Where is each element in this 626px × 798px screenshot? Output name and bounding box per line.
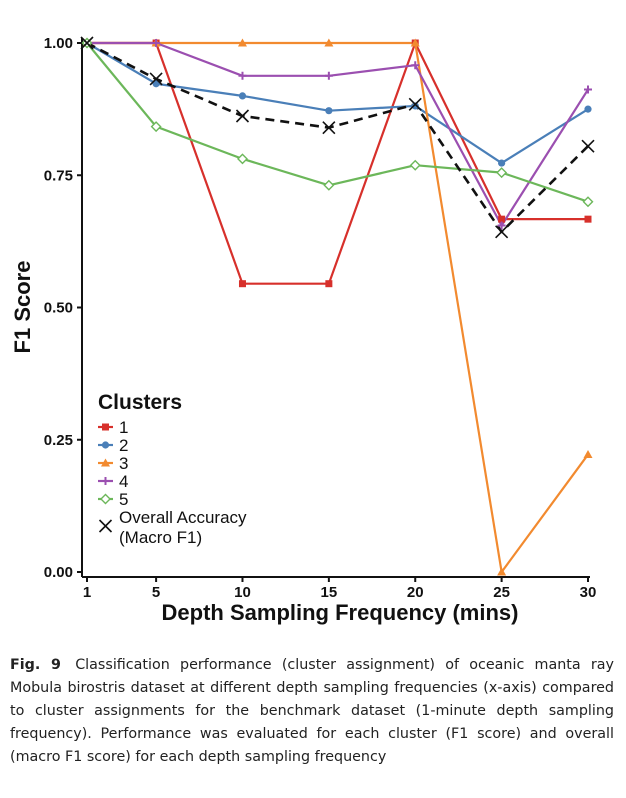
chart-series-lines: [86, 41, 589, 574]
data-point-5: [236, 153, 248, 165]
x-tick-label: 30: [580, 584, 597, 601]
legend-marker-3: [101, 458, 110, 467]
y-tick-label: 0.00: [44, 564, 73, 581]
legend-marker-5: [100, 493, 111, 505]
data-point-5: [323, 179, 335, 191]
data-point-4: [152, 39, 161, 47]
data-point-1: [238, 280, 246, 288]
legend-label-3: 3: [119, 454, 128, 473]
legend-title: Clusters: [98, 391, 182, 414]
legend-marker-overall-accuracy-macro-f1: [98, 519, 113, 533]
data-point-5: [496, 167, 508, 179]
legend-label-overall-accuracy-macro-f1: Overall Accuracy: [119, 508, 247, 527]
x-tick-label: 15: [321, 584, 338, 601]
x-tick-label: 5: [152, 584, 160, 601]
data-point-2: [584, 105, 592, 113]
data-point-2: [238, 92, 247, 100]
legend-label-1: 1: [119, 418, 128, 437]
legend-marker-1: [102, 423, 109, 431]
data-point-overall-accuracy-macro-f1: [80, 36, 94, 50]
legend-marker-2: [101, 441, 110, 449]
y-tick-label: 0.75: [44, 167, 73, 184]
data-point-3: [497, 567, 507, 576]
x-tick-label: 20: [407, 584, 424, 601]
legend-label-2: 2: [119, 436, 128, 455]
data-point-5: [409, 159, 421, 171]
data-point-2: [498, 159, 506, 167]
data-point-overall-accuracy-macro-f1: [495, 225, 509, 239]
legend-marker-4: [101, 477, 110, 485]
series-line-3: [87, 41, 589, 574]
data-point-3: [410, 38, 420, 47]
line-chart: 0.000.250.500.751.001 5 10 15 20 25 30 Cluster…: [10, 35, 597, 625]
data-point-4: [584, 85, 592, 94]
data-point-overall-accuracy-macro-f1: [581, 139, 595, 153]
y-axis-title: F1 Score: [10, 261, 35, 354]
series-line-4: [87, 41, 589, 227]
legend-label-4: 4: [119, 472, 128, 491]
legend-label-overall-accuracy-macro-f1: (Macro F1): [119, 528, 202, 547]
chart-axes: 0.000.250.500.751.001 5 10 15 20 25 30: [44, 35, 597, 601]
data-point-overall-accuracy-macro-f1: [322, 121, 336, 135]
y-tick-label: 1.00: [44, 35, 73, 52]
x-axis-title: Depth Sampling Frequency (mins): [162, 600, 519, 625]
legend-label-5: 5: [119, 490, 128, 509]
data-point-4: [324, 71, 333, 80]
data-point-4: [497, 221, 506, 230]
series-line-1: [87, 41, 588, 285]
x-tick-label: 10: [234, 584, 251, 601]
data-point-1: [584, 215, 592, 223]
data-point-1: [498, 215, 506, 223]
x-tick-label: 1: [83, 584, 91, 601]
data-point-4: [238, 71, 247, 80]
data-point-overall-accuracy-macro-f1: [235, 109, 250, 123]
data-point-2: [411, 102, 419, 110]
data-point-2: [325, 107, 333, 115]
data-point-5: [582, 196, 594, 208]
data-point-4: [411, 61, 420, 70]
figure-caption: Fig. 9 Classification performance (clust…: [10, 654, 614, 769]
y-tick-label: 0.50: [44, 300, 73, 317]
series-line-5: [86, 42, 589, 203]
data-point-3: [583, 450, 593, 459]
caption-text: Classification performance (cluster assi…: [10, 657, 614, 765]
data-point-3: [237, 38, 247, 47]
data-point-3: [324, 38, 334, 47]
x-tick-label: 25: [493, 584, 510, 601]
data-point-1: [325, 280, 333, 288]
y-tick-label: 0.25: [44, 432, 73, 449]
figure-label: Fig. 9: [10, 657, 61, 673]
chart-series-markers: [80, 36, 595, 576]
series-line-overall-accuracy-macro-f1: [86, 41, 589, 234]
data-point-overall-accuracy-macro-f1: [149, 72, 163, 86]
data-point-5: [150, 121, 162, 133]
data-point-overall-accuracy-macro-f1: [408, 97, 422, 111]
data-point-2: [152, 80, 160, 88]
